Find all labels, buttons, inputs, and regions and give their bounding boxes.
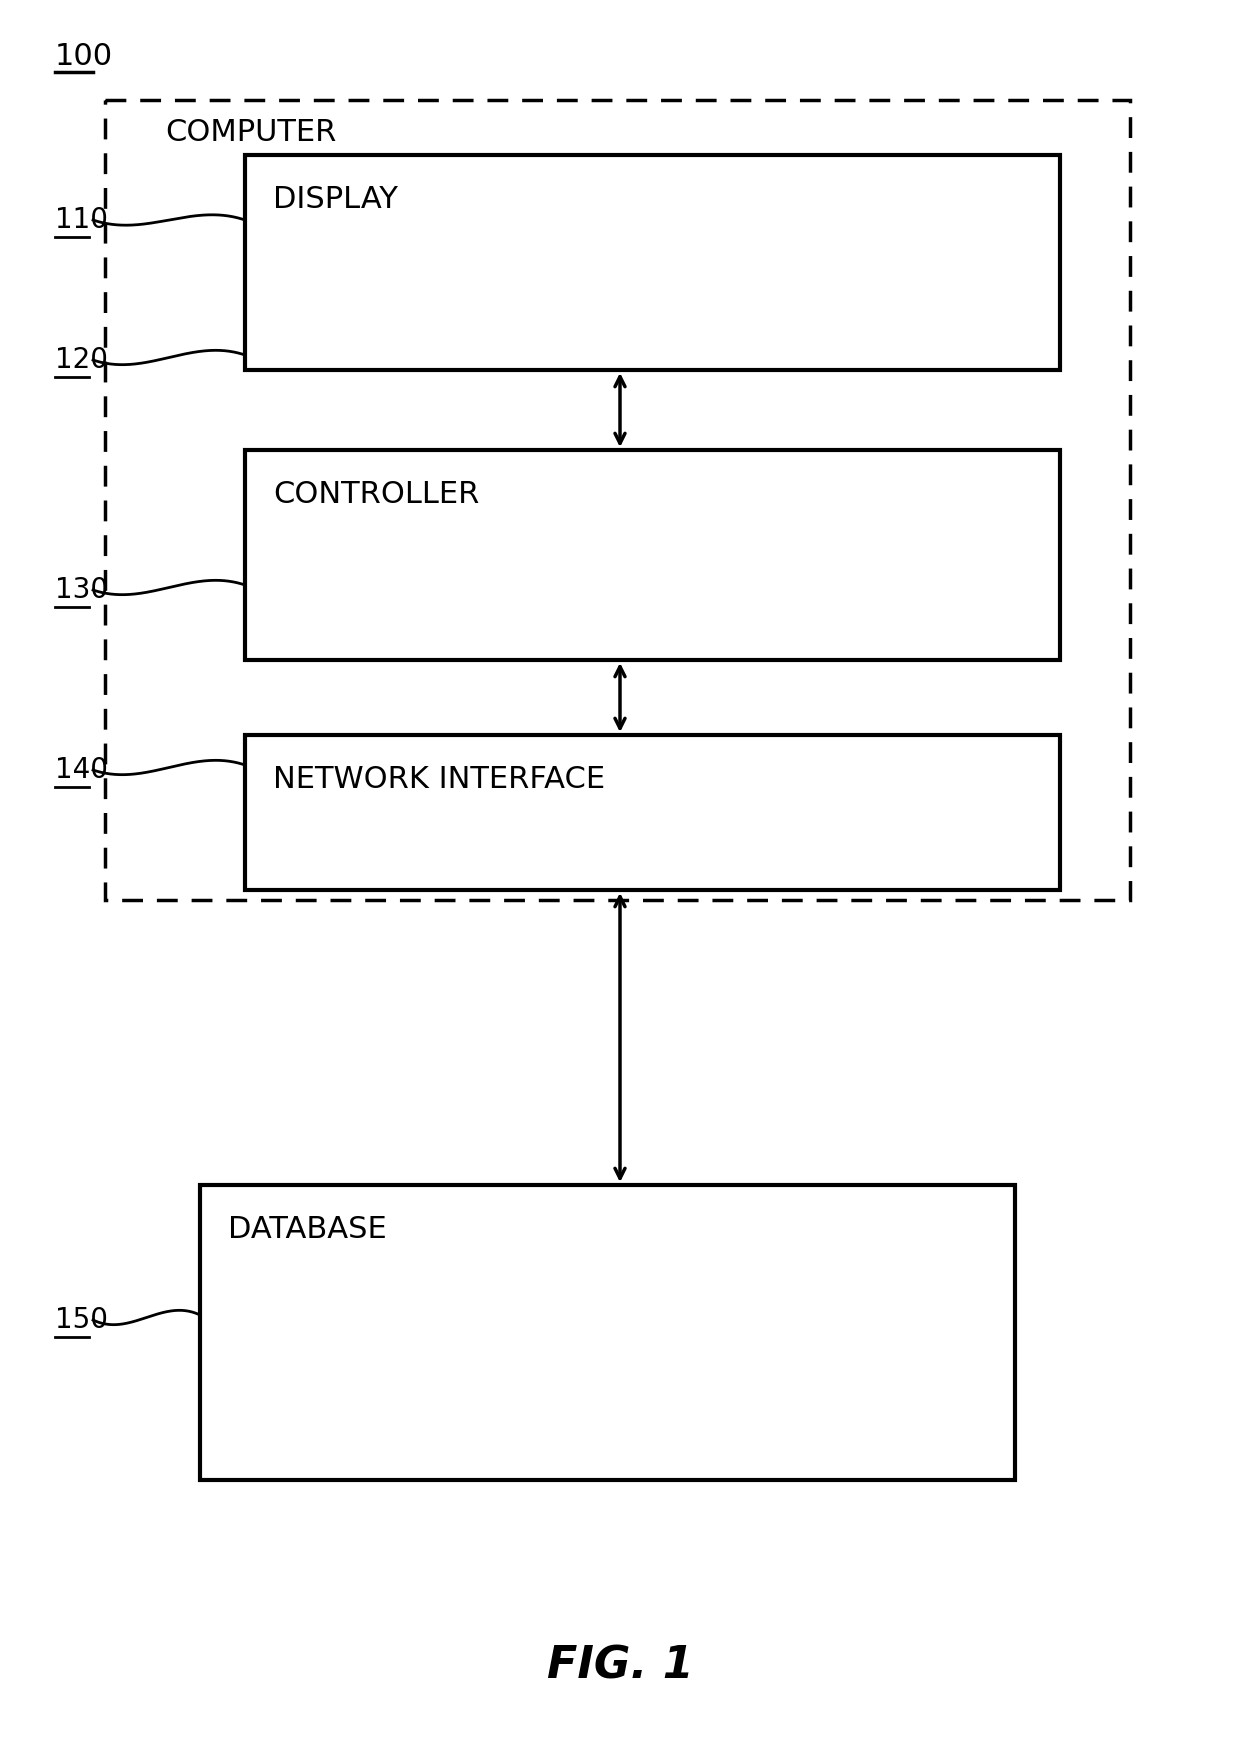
Text: CONTROLLER: CONTROLLER <box>273 480 480 510</box>
Bar <box>200 1185 1016 1480</box>
Bar <box>105 100 1130 900</box>
Text: 110: 110 <box>55 207 108 235</box>
Bar <box>246 156 1060 369</box>
Text: 140: 140 <box>55 756 108 784</box>
Bar <box>246 450 1060 660</box>
Text: 120: 120 <box>55 347 108 375</box>
Text: DISPLAY: DISPLAY <box>273 186 398 214</box>
Bar <box>246 735 1060 890</box>
Text: NETWORK INTERFACE: NETWORK INTERFACE <box>273 765 605 793</box>
Text: 130: 130 <box>55 576 108 604</box>
Text: 150: 150 <box>55 1306 108 1334</box>
Text: FIG. 1: FIG. 1 <box>547 1644 693 1688</box>
Text: COMPUTER: COMPUTER <box>165 117 336 147</box>
Text: 100: 100 <box>55 42 113 72</box>
Text: DATABASE: DATABASE <box>228 1215 387 1243</box>
